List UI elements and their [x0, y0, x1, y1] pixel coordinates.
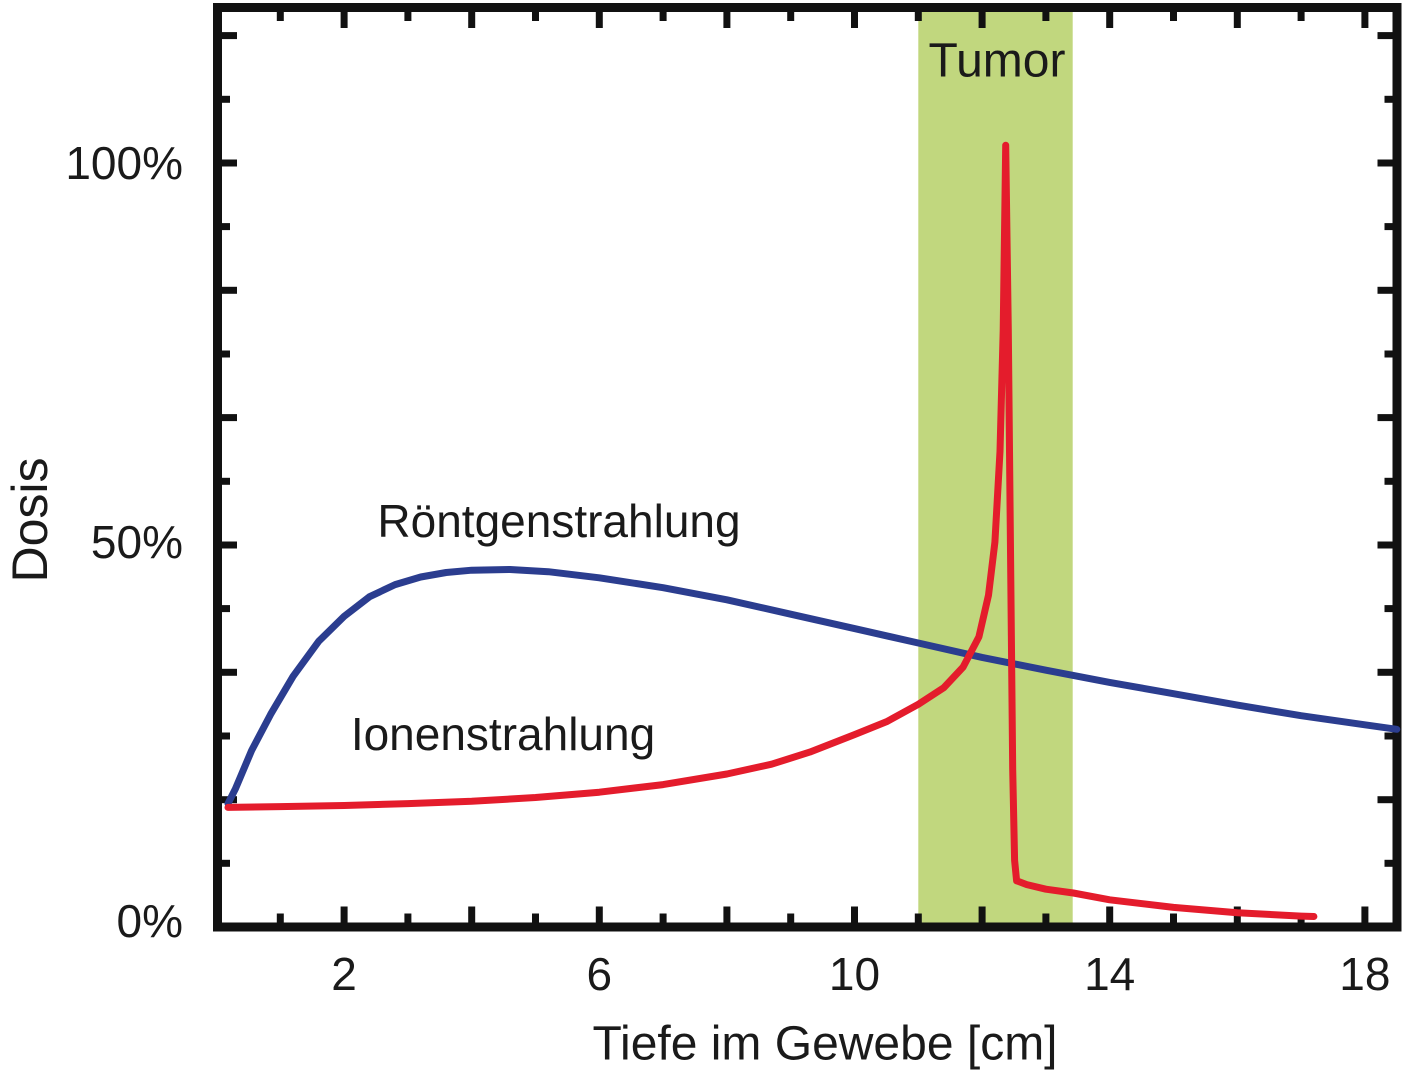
plot-frame	[213, 3, 1402, 932]
x-tick-label-2: 2	[331, 948, 357, 1000]
x-tick-label-18: 18	[1339, 948, 1391, 1000]
y-tick-label-0: 0%	[116, 895, 183, 947]
x-axis-title: Tiefe im Gewebe [cm]	[592, 1017, 1058, 1071]
series-label-roentgenstrahlung: Röntgenstrahlung	[377, 495, 741, 547]
tumor-band	[918, 12, 1073, 923]
tumor-region-label: Tumor	[928, 34, 1066, 88]
y-tick-label-100: 100%	[65, 137, 183, 190]
y-tick-label-50: 50%	[90, 516, 183, 569]
x-tick-label-10: 10	[828, 948, 881, 1000]
curve-roentgenstrahlung	[224, 566, 1401, 808]
x-tick-label-6: 6	[586, 948, 613, 1000]
series-label-ionenstrahlung: Ionenstrahlung	[350, 708, 656, 760]
curve-ionenstrahlung	[224, 141, 1318, 920]
x-tick-label-14: 14	[1084, 948, 1136, 1000]
